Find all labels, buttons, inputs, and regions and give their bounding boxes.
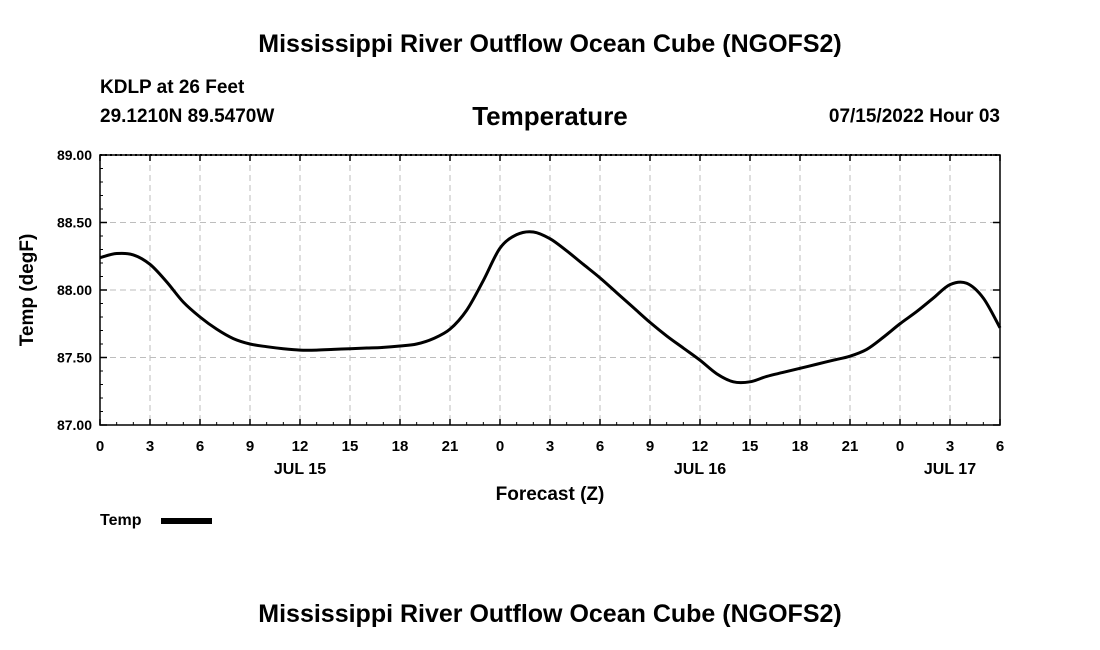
x-tick-label: 9 <box>646 438 654 455</box>
x-tick-label: 15 <box>742 438 759 455</box>
x-tick-label: 12 <box>292 438 309 455</box>
legend-label: Temp <box>100 512 142 529</box>
x-tick-label: 21 <box>442 438 459 455</box>
x-tick-label: 0 <box>896 438 904 455</box>
day-label: JUL 16 <box>674 461 726 478</box>
day-label: JUL 15 <box>274 461 326 478</box>
y-tick-label: 89.00 <box>57 147 92 163</box>
x-tick-label: 18 <box>392 438 409 455</box>
station-coordinates: 29.1210N 89.5470W <box>100 106 275 127</box>
x-tick-label: 12 <box>692 438 709 455</box>
x-tick-label: 21 <box>842 438 859 455</box>
y-axis-label: Temp (degF) <box>17 234 38 347</box>
day-label: JUL 17 <box>924 461 976 478</box>
grid-lines <box>100 155 1000 425</box>
y-tick-label: 87.50 <box>57 350 92 366</box>
x-tick-label: 3 <box>946 438 954 455</box>
y-tick-label: 88.50 <box>57 215 92 231</box>
axis-ticks: 0 3 6 9 12 15 18 21 0 3 6 9 12 15 18 21 0 3 6 87.00 87.50 88.… <box>57 147 1004 478</box>
station-label: KDLP at 26 Feet <box>100 77 245 98</box>
y-tick-label: 87.00 <box>57 417 92 433</box>
x-tick-label: 15 <box>342 438 359 455</box>
x-tick-label: 6 <box>996 438 1004 455</box>
x-tick-label: 0 <box>496 438 504 455</box>
x-tick-label: 9 <box>246 438 254 455</box>
x-tick-label: 3 <box>546 438 554 455</box>
x-axis-label: Forecast (Z) <box>496 484 605 505</box>
y-tick-label: 88.00 <box>57 282 92 298</box>
forecast-datetime: 07/15/2022 Hour 03 <box>828 106 1000 127</box>
x-tick-label: 0 <box>96 438 104 455</box>
x-tick-label: 6 <box>596 438 604 455</box>
x-tick-label: 18 <box>792 438 809 455</box>
legend: Temp <box>100 512 212 529</box>
series-layer <box>99 230 1002 385</box>
variable-title: Temperature <box>472 101 628 131</box>
main-title: Mississippi River Outflow Ocean Cube (NG… <box>258 30 842 58</box>
x-tick-label: 6 <box>196 438 204 455</box>
footer-title: Mississippi River Outflow Ocean Cube (NG… <box>258 600 842 628</box>
x-tick-label: 3 <box>146 438 154 455</box>
